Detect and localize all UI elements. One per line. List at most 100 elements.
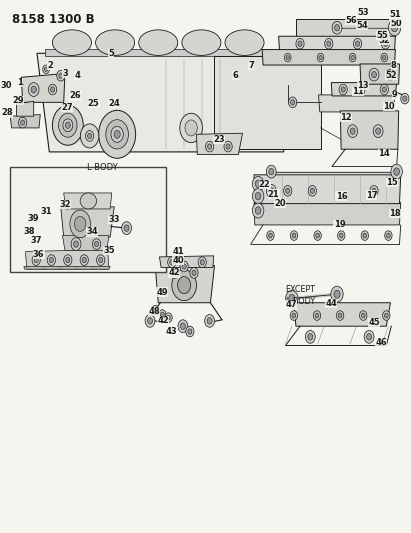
Circle shape: [383, 311, 390, 320]
Circle shape: [370, 185, 378, 196]
Circle shape: [350, 128, 355, 134]
Circle shape: [338, 313, 342, 318]
Circle shape: [317, 53, 324, 62]
Circle shape: [363, 233, 367, 238]
Circle shape: [206, 141, 214, 152]
Circle shape: [224, 141, 232, 152]
Circle shape: [391, 23, 397, 32]
Text: 36: 36: [33, 251, 44, 259]
Text: 41: 41: [172, 247, 184, 256]
Text: 44: 44: [325, 300, 337, 308]
Circle shape: [124, 225, 129, 231]
Circle shape: [290, 311, 298, 320]
Text: 2: 2: [48, 61, 53, 69]
Circle shape: [49, 257, 53, 263]
Text: 26: 26: [69, 92, 81, 100]
Text: 51: 51: [389, 11, 401, 19]
Text: 39: 39: [28, 214, 39, 223]
Circle shape: [182, 264, 186, 269]
Ellipse shape: [74, 216, 86, 231]
Text: 31: 31: [41, 207, 53, 215]
Circle shape: [296, 38, 304, 49]
Circle shape: [372, 71, 376, 78]
Circle shape: [369, 68, 379, 81]
Circle shape: [381, 53, 388, 62]
Circle shape: [178, 320, 188, 333]
Circle shape: [65, 122, 70, 128]
Circle shape: [313, 311, 321, 320]
Circle shape: [388, 20, 401, 36]
Circle shape: [325, 38, 333, 49]
Circle shape: [48, 84, 57, 95]
Polygon shape: [62, 236, 109, 251]
Circle shape: [85, 131, 94, 141]
Polygon shape: [196, 133, 242, 155]
Circle shape: [171, 268, 179, 278]
Text: 50: 50: [390, 19, 402, 28]
Circle shape: [180, 323, 185, 329]
Circle shape: [180, 261, 188, 272]
Circle shape: [198, 257, 206, 268]
Text: 54: 54: [356, 21, 368, 30]
Circle shape: [316, 233, 319, 238]
Circle shape: [289, 294, 295, 303]
Circle shape: [122, 222, 132, 235]
Text: 19: 19: [334, 221, 345, 229]
Text: 25: 25: [88, 99, 99, 108]
Circle shape: [380, 84, 388, 95]
Text: 46: 46: [375, 338, 387, 346]
Circle shape: [64, 255, 72, 265]
Circle shape: [403, 96, 407, 101]
Text: 13: 13: [358, 81, 369, 90]
Circle shape: [34, 257, 38, 263]
Circle shape: [170, 260, 174, 265]
Circle shape: [51, 87, 55, 92]
Ellipse shape: [59, 114, 77, 137]
Circle shape: [269, 233, 272, 238]
Circle shape: [71, 238, 81, 251]
Text: 5: 5: [108, 49, 114, 58]
Circle shape: [360, 311, 367, 320]
Text: 45: 45: [368, 318, 380, 327]
Circle shape: [361, 231, 369, 240]
Circle shape: [353, 38, 362, 49]
Text: 47: 47: [285, 301, 297, 309]
Text: 23: 23: [214, 135, 225, 144]
Text: 49: 49: [156, 288, 168, 296]
Circle shape: [383, 41, 388, 46]
Circle shape: [308, 185, 316, 196]
Ellipse shape: [178, 277, 191, 294]
Ellipse shape: [225, 30, 264, 55]
Circle shape: [152, 305, 159, 315]
Text: 17: 17: [366, 191, 377, 199]
Ellipse shape: [95, 30, 134, 55]
Polygon shape: [16, 101, 34, 116]
Circle shape: [335, 25, 339, 31]
Circle shape: [92, 239, 101, 249]
Text: 28: 28: [2, 109, 13, 117]
Text: 35: 35: [104, 246, 115, 255]
Circle shape: [319, 55, 322, 60]
Circle shape: [361, 313, 365, 318]
Text: 9: 9: [392, 91, 398, 99]
Circle shape: [252, 189, 264, 204]
Circle shape: [63, 119, 73, 132]
Circle shape: [28, 83, 39, 96]
Polygon shape: [294, 303, 390, 326]
Text: 55: 55: [376, 31, 388, 39]
Circle shape: [291, 100, 295, 105]
Polygon shape: [155, 265, 215, 303]
Polygon shape: [45, 49, 296, 56]
Circle shape: [351, 55, 354, 60]
Circle shape: [57, 70, 65, 81]
Polygon shape: [254, 203, 401, 225]
Circle shape: [334, 290, 340, 298]
Circle shape: [88, 133, 92, 139]
Circle shape: [255, 207, 261, 214]
Circle shape: [165, 313, 172, 322]
Circle shape: [356, 41, 360, 46]
Text: 6: 6: [233, 71, 238, 80]
Circle shape: [289, 97, 297, 108]
Text: 27: 27: [62, 103, 73, 112]
Ellipse shape: [53, 30, 91, 55]
